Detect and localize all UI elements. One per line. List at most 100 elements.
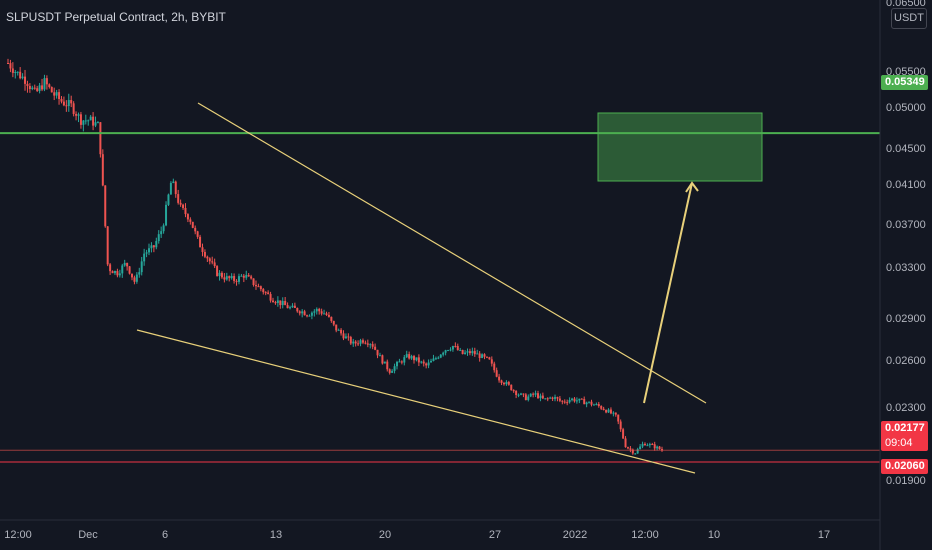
candle-body — [522, 393, 525, 395]
candle-body — [583, 399, 586, 405]
candle-body — [254, 285, 257, 287]
candle-body — [471, 351, 474, 354]
candle-body — [551, 397, 554, 399]
candle-body — [21, 76, 24, 79]
candle-body — [284, 300, 287, 306]
candle-body — [571, 398, 574, 400]
candle-body — [325, 313, 328, 315]
candle-body — [447, 350, 450, 352]
candle-body — [140, 261, 143, 273]
candle-body — [502, 382, 505, 385]
candle-body — [33, 87, 36, 89]
candle-body — [121, 265, 124, 274]
x-tick: 13 — [269, 529, 283, 541]
candle-body — [206, 256, 209, 259]
candle-body — [378, 355, 381, 357]
candle-body — [126, 262, 129, 267]
candle-body — [189, 219, 192, 222]
candle-body — [50, 87, 53, 93]
candle-body — [544, 398, 547, 400]
candle-body — [371, 344, 374, 347]
candle-body — [556, 397, 559, 399]
x-tick: 20 — [378, 529, 392, 541]
candle-body — [16, 71, 19, 73]
candle-body — [298, 311, 301, 314]
candle-body — [130, 273, 133, 278]
candle-body — [605, 410, 608, 413]
candle-body — [101, 154, 104, 186]
candle-body — [94, 122, 97, 126]
candle-body — [150, 245, 153, 249]
candle-body — [162, 225, 165, 232]
candle-body — [38, 85, 41, 91]
candle-body — [617, 414, 620, 422]
y-tick: 0.05000 — [886, 102, 926, 114]
candle-body — [191, 221, 194, 228]
candle-body — [493, 363, 496, 371]
candle-body — [619, 421, 622, 430]
candle-body — [313, 311, 316, 313]
candle-body — [276, 300, 279, 303]
candle-body — [67, 100, 70, 107]
candle-body — [233, 276, 236, 281]
candle-body — [575, 400, 578, 402]
candle-body — [454, 346, 457, 348]
candle-body — [609, 409, 612, 414]
candle-body — [318, 308, 321, 312]
candle-body — [259, 286, 262, 290]
candle-body — [517, 394, 520, 396]
candle-body — [510, 384, 513, 391]
candle-body — [651, 444, 654, 446]
candle-body — [220, 272, 223, 278]
candle-body — [323, 313, 326, 315]
candle-body — [77, 114, 80, 116]
candle-body — [439, 354, 442, 358]
candle-body — [500, 380, 503, 383]
candle-body — [388, 369, 391, 373]
candle-body — [84, 120, 87, 122]
candle-body — [230, 276, 233, 279]
candle-body — [507, 382, 510, 385]
candle-body — [82, 120, 85, 125]
candle-body — [381, 355, 384, 364]
candle-body — [478, 353, 481, 358]
candle-body — [386, 361, 389, 370]
y-tick: 0.02600 — [886, 355, 926, 367]
candle-body — [515, 390, 518, 395]
candle-body — [208, 258, 211, 262]
candle-body — [116, 271, 119, 276]
candle-body — [245, 275, 248, 278]
currency-badge[interactable]: USDT — [891, 8, 927, 29]
y-tick: 0.03700 — [886, 219, 926, 231]
candle-body — [361, 340, 364, 343]
candle-body — [366, 343, 369, 345]
y-tick-top-clipped: 0.06500 — [886, 0, 926, 9]
candle-body — [315, 308, 318, 312]
candle-body — [585, 402, 588, 405]
candle-body — [28, 85, 31, 89]
candle-body — [444, 350, 447, 353]
countdown-badge: 09:04 — [881, 436, 928, 451]
overlays-group — [0, 102, 880, 474]
candle-body — [376, 349, 379, 356]
candle-body — [592, 404, 595, 406]
price-badge-resistance: 0.05349 — [881, 75, 928, 90]
candle-body — [264, 292, 267, 294]
candle-body — [320, 311, 323, 314]
candle-body — [194, 227, 197, 232]
candle-body — [106, 226, 109, 265]
candle-body — [184, 207, 187, 215]
candle-body — [485, 356, 488, 358]
candle-body — [534, 393, 537, 395]
candle-body — [451, 346, 454, 350]
candle-body — [352, 341, 355, 344]
candle-body — [72, 103, 75, 114]
candle-body — [639, 446, 642, 450]
candle-body — [99, 122, 102, 155]
candle-body — [359, 340, 362, 344]
candle-body — [413, 356, 416, 361]
candle-body — [537, 393, 540, 399]
candle-body — [26, 83, 29, 86]
